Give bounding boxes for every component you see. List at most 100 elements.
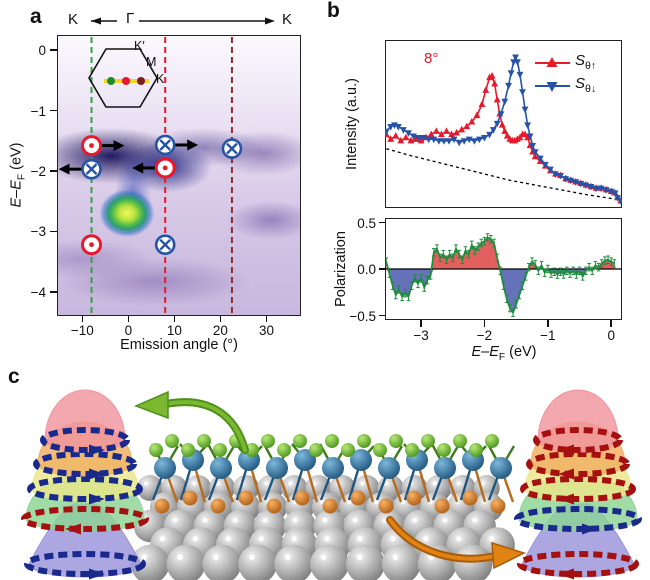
series-marker [463, 122, 471, 130]
legend-marker-1 [546, 82, 558, 92]
arrow-to-left-head [134, 390, 169, 420]
series-marker [516, 71, 524, 79]
series-marker [498, 121, 506, 128]
series-marker [497, 111, 505, 118]
a-ytick-mark [50, 170, 57, 172]
substrate-highlight [384, 481, 389, 486]
green-atom [325, 434, 339, 448]
panel-c-illustration [21, 389, 642, 580]
spin-arrow-ring [33, 451, 137, 477]
substrate-highlight [292, 517, 298, 523]
substrate-atom [202, 544, 242, 580]
series-marker [448, 130, 455, 138]
arpes-overlay [58, 37, 243, 314]
b-ytick-mark [379, 268, 386, 270]
series-marker [519, 89, 526, 96]
ring-arrowhead [582, 523, 598, 535]
spin-arrow-ring [40, 427, 130, 453]
ring-arrowhead [558, 493, 574, 505]
orange-atom [350, 490, 366, 506]
spin-arrow-ring [526, 451, 630, 477]
series-marker [385, 128, 390, 136]
series-marker [397, 136, 405, 144]
substrate-atom [381, 544, 421, 580]
series-marker [399, 127, 407, 134]
a-xtick-label: 20 [212, 323, 228, 338]
a-xtick-mark [265, 315, 268, 322]
a-xtick-mark [81, 315, 84, 322]
ylabel-rest: (eV) [8, 142, 25, 174]
inset-k-label: K [156, 72, 165, 86]
top-layer-atoms [149, 434, 499, 457]
blue-atom [210, 457, 232, 479]
series-marker [473, 111, 481, 119]
blue-atom [154, 457, 176, 479]
series-marker [577, 180, 585, 188]
panel-b-bottom-ylabel: Polarization [333, 231, 349, 307]
spin-marker-2 [221, 138, 243, 159]
b-xtick-label: 0 [607, 328, 615, 343]
series-marker [557, 172, 564, 180]
series-marker [430, 136, 438, 144]
bz-cut-dot-1 [122, 77, 130, 85]
b-xtick-mark [610, 320, 613, 327]
series-marker [476, 136, 483, 144]
a-ytick-mark [50, 109, 57, 112]
series-marker [486, 131, 493, 139]
a-xtick-label: 0 [124, 323, 133, 338]
series-marker [526, 133, 534, 141]
b-xlabel-sub: F [498, 351, 506, 363]
orange-atom [322, 498, 338, 514]
green-atom [149, 443, 163, 457]
kpath-right-k: K [282, 11, 293, 28]
series-marker [567, 177, 575, 185]
series-marker [488, 72, 496, 79]
ring-arrowhead [65, 523, 81, 535]
bz-cut-dot-0 [107, 77, 115, 85]
arrow-to-right-head [491, 541, 526, 570]
series-marker [468, 117, 476, 125]
substrate-highlight [360, 481, 365, 486]
series-marker [460, 138, 468, 145]
blue-atom [322, 457, 344, 479]
substrate-atom [345, 544, 385, 580]
spin-arrow-ring [533, 427, 623, 453]
spin-marker-4 [132, 157, 176, 179]
legend-marker-0 [546, 57, 558, 67]
spin-arrow-ring [21, 506, 149, 532]
series-marker [425, 136, 433, 144]
substrate-highlight [172, 517, 178, 523]
polarization-fill-negative [386, 269, 615, 313]
series-marker [427, 130, 435, 138]
substrate-highlight [159, 536, 166, 542]
polarization-fill-positive [386, 237, 615, 269]
substrate-highlight [262, 517, 268, 523]
series-marker [402, 133, 410, 141]
substrate-highlight [312, 481, 317, 486]
green-atom [341, 443, 355, 457]
b-xlabel-e2: E [489, 344, 499, 360]
series-marker [531, 149, 539, 156]
spin-in-x2 [159, 139, 172, 151]
blue-atom [378, 457, 400, 479]
legend-entry-up: Sθ↑ [575, 53, 596, 72]
arrow-to-right [388, 518, 497, 561]
substrate-highlight [264, 481, 269, 486]
series-marker [415, 135, 422, 142]
series-marker [435, 138, 443, 145]
series-marker [387, 135, 395, 142]
spin-cone-stack [514, 389, 642, 580]
green-atom [389, 434, 403, 448]
series-marker [491, 79, 499, 87]
a-ytick-label: −2 [30, 163, 46, 179]
spin-marker-1 [154, 134, 199, 156]
ylabel-e2: E [8, 180, 25, 190]
spin-in-x2 [85, 163, 98, 176]
series-marker [443, 127, 450, 134]
background-curve [386, 148, 621, 200]
substrate-highlight [401, 499, 406, 505]
b-xtick-mark [547, 320, 549, 327]
substrate-highlight [324, 536, 330, 542]
orange-atom [210, 498, 226, 514]
ylabel-sub: F [16, 173, 28, 181]
